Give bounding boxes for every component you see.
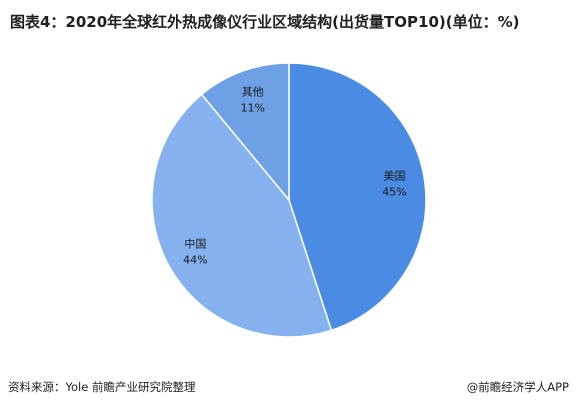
pie-labels: 美国 45% 中国 44% 其他 11% <box>183 86 407 267</box>
slice-category-label-us: 美国 <box>384 169 406 182</box>
pie-slice-us <box>288 62 427 332</box>
slice-value-label-china: 44% <box>183 254 207 267</box>
credit-note: @前瞻经济学人APP <box>466 380 569 394</box>
pie-slice-china <box>151 93 333 338</box>
slice-value-label-other: 11% <box>241 102 265 115</box>
slice-category-label-other: 其他 <box>242 86 264 99</box>
pie-slice-other <box>200 62 290 203</box>
slice-category-label-china: 中国 <box>184 238 206 251</box>
chart-title: 图表4：2020年全球红外热成像仪行业区域结构(出货量TOP10)(单位：%) <box>10 13 520 31</box>
source-note: 资料来源：Yole 前瞻产业研究院整理 <box>8 380 196 394</box>
slice-value-label-us: 45% <box>382 185 406 198</box>
pie-slices <box>151 62 427 338</box>
